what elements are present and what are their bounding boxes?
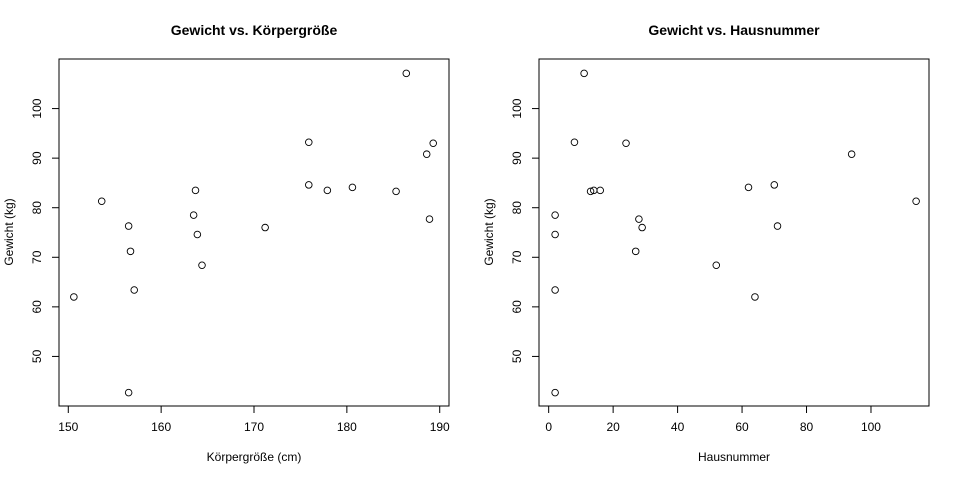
y-axis-ticks: 50 60 70 80 90 100 — [30, 98, 60, 363]
x-tick-label: 60 — [735, 420, 749, 434]
data-point — [422, 150, 431, 158]
data-point — [305, 181, 313, 189]
x-axis-ticks: 150 160 170 180 190 — [58, 405, 450, 434]
data-point — [392, 187, 400, 196]
data-point — [751, 293, 759, 301]
data-point — [126, 247, 135, 256]
data-point — [124, 222, 133, 230]
data-point — [402, 69, 411, 78]
data-point — [124, 388, 133, 397]
y-tick-label: 50 — [510, 349, 524, 363]
data-point — [580, 69, 588, 78]
y-tick-label: 60 — [510, 300, 524, 314]
data-point — [425, 215, 434, 223]
data-point — [130, 286, 138, 294]
y-axis-label: Gewicht (kg) — [482, 198, 496, 265]
chart-panel-height: Gewicht vs. Körpergröße Körpergröße (cm)… — [2, 22, 450, 464]
x-tick-label: 20 — [606, 420, 620, 434]
data-point — [193, 230, 202, 239]
data-points — [70, 69, 437, 397]
chart-panel-housenumber: Gewicht vs. Hausnummer Hausnummer Gewich… — [482, 22, 930, 464]
x-tick-label: 0 — [545, 420, 552, 434]
data-point — [191, 186, 200, 195]
y-tick-label: 70 — [30, 250, 44, 264]
data-point — [570, 138, 579, 147]
y-tick-label: 60 — [30, 300, 44, 314]
data-point — [551, 211, 559, 219]
x-tick-label: 80 — [800, 420, 814, 434]
chart-title: Gewicht vs. Hausnummer — [648, 22, 820, 38]
plot-frame — [538, 58, 930, 407]
chart-title: Gewicht vs. Körpergröße — [171, 22, 338, 38]
data-points — [551, 69, 920, 397]
data-point — [773, 222, 782, 230]
x-tick-label: 190 — [430, 420, 450, 434]
y-tick-label: 100 — [30, 98, 44, 118]
data-point — [638, 223, 646, 232]
y-tick-label: 70 — [510, 250, 524, 264]
data-point — [635, 215, 643, 223]
y-tick-label: 50 — [30, 349, 44, 363]
data-point — [97, 197, 106, 206]
x-tick-label: 40 — [671, 420, 685, 434]
data-point — [198, 261, 206, 269]
plot-frame — [58, 58, 450, 407]
y-tick-label: 80 — [510, 201, 524, 215]
x-axis-ticks: 0 20 40 60 80 100 — [545, 405, 881, 434]
y-tick-label: 80 — [30, 201, 44, 215]
data-point — [348, 183, 357, 192]
data-point — [770, 181, 779, 189]
y-axis-ticks: 50 60 70 80 90 100 — [510, 98, 540, 363]
x-axis-label: Hausnummer — [698, 450, 770, 464]
data-point — [712, 261, 721, 269]
data-point — [912, 197, 920, 206]
data-point — [551, 286, 559, 294]
data-point — [551, 388, 559, 397]
data-point — [189, 211, 198, 219]
data-point — [622, 139, 630, 148]
x-tick-label: 160 — [151, 420, 171, 434]
data-point — [429, 139, 437, 148]
data-point — [261, 223, 269, 232]
data-point — [847, 150, 856, 158]
data-point — [744, 183, 753, 192]
y-tick-label: 90 — [30, 151, 44, 165]
x-tick-label: 150 — [58, 420, 78, 434]
data-point — [551, 230, 559, 239]
data-point — [70, 293, 78, 301]
x-tick-label: 100 — [861, 420, 881, 434]
x-tick-label: 170 — [244, 420, 264, 434]
data-point — [323, 186, 332, 195]
y-axis-label: Gewicht (kg) — [2, 198, 16, 265]
data-point — [596, 186, 604, 195]
y-tick-label: 90 — [510, 151, 524, 165]
x-axis-label: Körpergröße (cm) — [207, 450, 302, 464]
data-point — [305, 138, 313, 147]
data-point — [586, 187, 595, 196]
x-tick-label: 180 — [337, 420, 357, 434]
data-point — [631, 247, 640, 256]
y-tick-label: 100 — [510, 98, 524, 118]
